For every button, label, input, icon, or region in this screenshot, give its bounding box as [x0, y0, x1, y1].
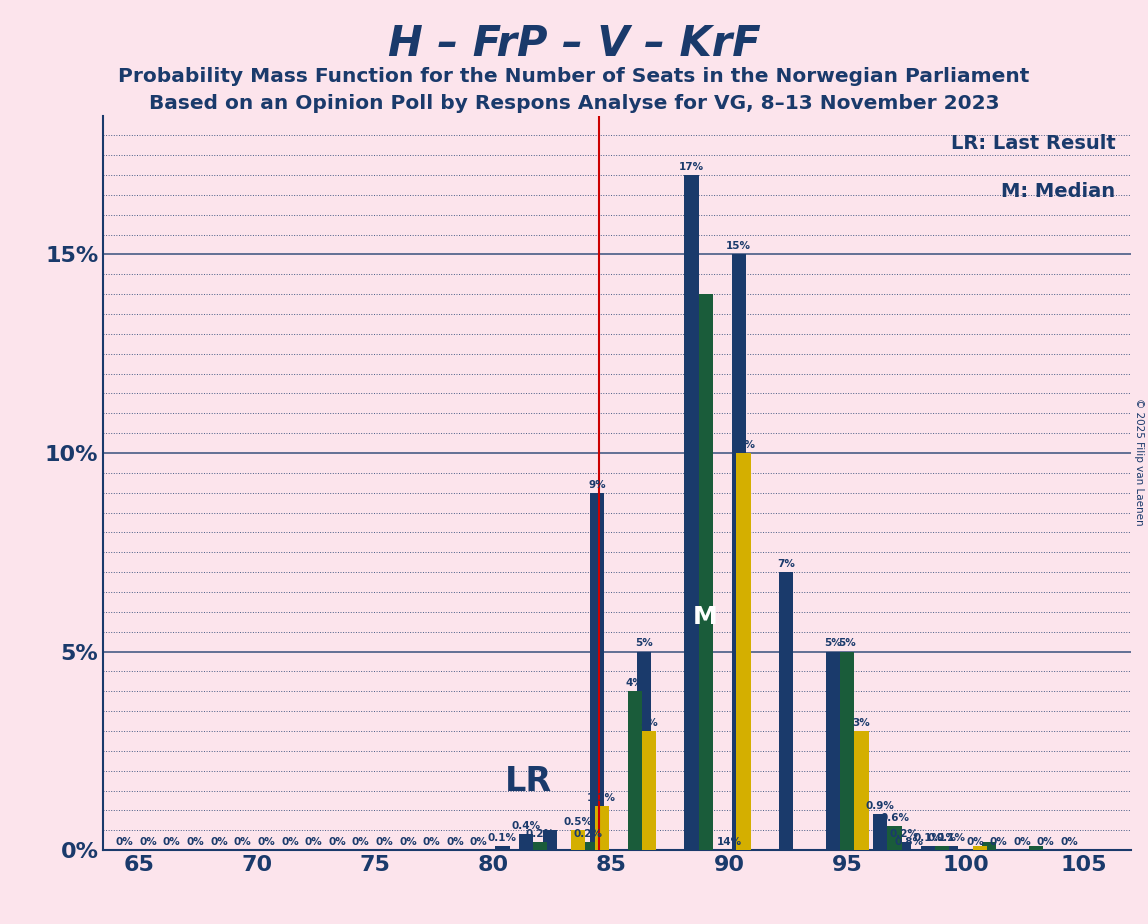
Text: 0.6%: 0.6%: [881, 813, 909, 823]
Text: LR: Last Result: LR: Last Result: [951, 134, 1116, 152]
Bar: [628, 691, 642, 850]
Bar: [944, 846, 959, 850]
Text: 0%: 0%: [281, 837, 298, 847]
Text: 0.2%: 0.2%: [573, 829, 602, 839]
Text: M: M: [693, 604, 718, 628]
Bar: [854, 731, 869, 850]
Text: 5%: 5%: [824, 638, 841, 649]
Text: 0.1%: 0.1%: [937, 833, 965, 843]
Text: 5%: 5%: [635, 638, 653, 649]
Text: 0%: 0%: [234, 837, 251, 847]
Text: 17%: 17%: [678, 162, 704, 172]
Bar: [590, 492, 604, 850]
Text: 0%: 0%: [304, 837, 323, 847]
Bar: [595, 807, 608, 850]
Text: H – FrP – V – KrF: H – FrP – V – KrF: [388, 23, 760, 65]
Bar: [571, 831, 585, 850]
Text: 0.1%: 0.1%: [488, 833, 517, 843]
Text: Probability Mass Function for the Number of Seats in the Norwegian Parliament: Probability Mass Function for the Number…: [118, 67, 1030, 86]
Text: 0%: 0%: [257, 837, 276, 847]
Bar: [581, 842, 595, 850]
Bar: [972, 846, 986, 850]
Text: 0.2%: 0.2%: [526, 829, 554, 839]
Bar: [684, 175, 698, 850]
Text: 0%: 0%: [1061, 837, 1078, 847]
Bar: [897, 842, 912, 850]
Text: Based on an Opinion Poll by Respons Analyse for VG, 8–13 November 2023: Based on an Opinion Poll by Respons Anal…: [149, 94, 999, 114]
Text: 0%: 0%: [965, 837, 984, 847]
Text: 0%: 0%: [1037, 837, 1055, 847]
Bar: [982, 842, 996, 850]
Text: 3%: 3%: [641, 718, 658, 728]
Text: 0.1%: 0.1%: [913, 833, 943, 843]
Text: 0.5%: 0.5%: [564, 817, 592, 827]
Text: LR: LR: [505, 765, 552, 798]
Text: 15%: 15%: [727, 241, 751, 251]
Text: 0%: 0%: [400, 837, 417, 847]
Text: 0%: 0%: [470, 837, 488, 847]
Text: 0%: 0%: [139, 837, 157, 847]
Text: 0%: 0%: [187, 837, 204, 847]
Bar: [543, 831, 557, 850]
Text: 7%: 7%: [777, 559, 794, 569]
Bar: [642, 731, 656, 850]
Bar: [827, 651, 840, 850]
Text: 0%: 0%: [422, 837, 441, 847]
Text: 5%: 5%: [838, 638, 856, 649]
Text: 0.8%: 0.8%: [894, 837, 923, 847]
Text: 1.1%: 1.1%: [587, 793, 616, 803]
Text: 14%: 14%: [716, 837, 742, 847]
Bar: [736, 453, 751, 850]
Text: 3%: 3%: [853, 718, 870, 728]
Text: 9%: 9%: [588, 480, 606, 490]
Bar: [921, 846, 934, 850]
Bar: [934, 846, 949, 850]
Text: 4%: 4%: [626, 678, 644, 688]
Text: 0.2%: 0.2%: [890, 829, 918, 839]
Bar: [698, 294, 713, 850]
Text: 0%: 0%: [163, 837, 180, 847]
Bar: [840, 651, 854, 850]
Text: M: Median: M: Median: [1001, 182, 1116, 201]
Text: 0%: 0%: [990, 837, 1008, 847]
Bar: [887, 826, 901, 850]
Bar: [874, 814, 887, 850]
Text: 0.9%: 0.9%: [866, 801, 894, 811]
Text: © 2025 Filip van Laenen: © 2025 Filip van Laenen: [1134, 398, 1143, 526]
Bar: [533, 842, 548, 850]
Text: 0.1%: 0.1%: [928, 833, 956, 843]
Bar: [496, 846, 510, 850]
Text: 0%: 0%: [116, 837, 133, 847]
Text: 0%: 0%: [447, 837, 464, 847]
Text: 0%: 0%: [352, 837, 370, 847]
Text: 10%: 10%: [731, 440, 755, 450]
Bar: [519, 834, 533, 850]
Text: 0%: 0%: [1014, 837, 1031, 847]
Bar: [778, 572, 793, 850]
Bar: [637, 651, 651, 850]
Bar: [1030, 846, 1044, 850]
Text: 0%: 0%: [375, 837, 394, 847]
Text: 0%: 0%: [210, 837, 228, 847]
Text: 0.4%: 0.4%: [512, 821, 541, 831]
Text: 0%: 0%: [328, 837, 346, 847]
Bar: [731, 254, 746, 850]
